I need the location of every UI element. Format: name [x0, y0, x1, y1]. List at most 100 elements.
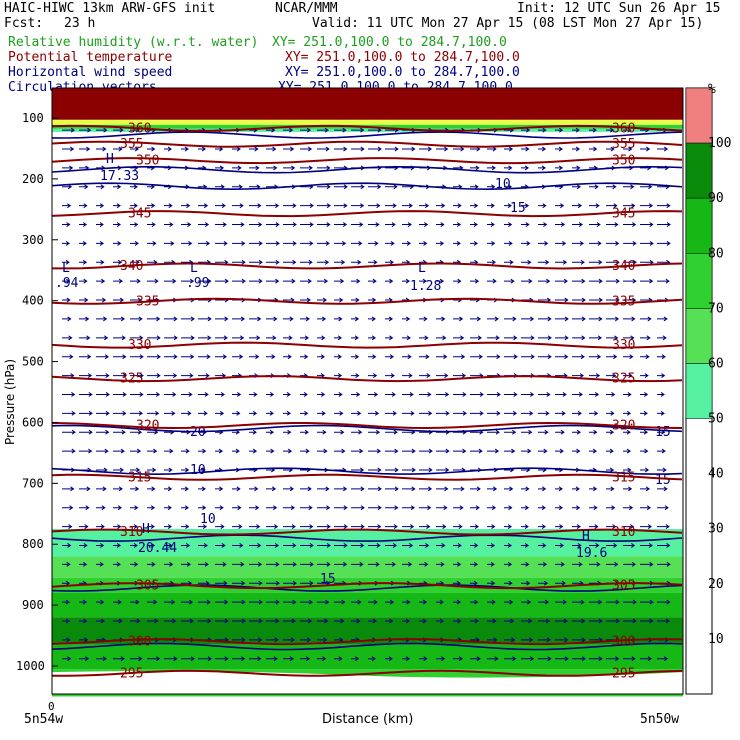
vector-arrow	[606, 429, 615, 435]
vector-arrow	[130, 599, 140, 605]
vector-arrow	[351, 543, 365, 548]
vector-arrow	[623, 354, 634, 360]
vector-arrow	[249, 259, 263, 265]
vector-arrow	[164, 543, 173, 548]
vector-arrow	[164, 486, 173, 492]
theta-label-360: 360	[612, 121, 635, 136]
vector-arrow	[181, 241, 193, 246]
theta-label-295: 295	[120, 666, 143, 681]
vector-arrow	[351, 656, 360, 662]
vector-arrow	[215, 656, 229, 662]
vector-arrow	[232, 599, 246, 605]
vector-arrow	[623, 127, 632, 133]
vector-arrow	[300, 259, 313, 265]
colorbar-swatch	[685, 253, 713, 309]
wind-contour	[51, 165, 683, 174]
vector-arrow	[334, 618, 345, 624]
theta-label-340: 340	[612, 259, 635, 274]
y-tick-label: 300	[22, 233, 44, 247]
vector-arrow	[402, 543, 414, 548]
vector-arrow	[317, 543, 331, 548]
vector-arrow	[402, 392, 414, 397]
vector-arrow	[283, 241, 297, 246]
vector-arrow	[657, 524, 670, 529]
vector-arrow	[317, 297, 328, 303]
vector-arrow	[504, 278, 515, 284]
theta-label-335: 335	[612, 294, 635, 309]
legend-rh-field: Relative humidity (w.r.t. water)	[8, 35, 259, 50]
vector-arrow	[453, 524, 463, 529]
vector-arrow	[504, 618, 515, 624]
vector-arrow	[198, 222, 210, 227]
extremum-value: 17.33	[100, 169, 139, 184]
vector-arrow	[368, 297, 377, 303]
rh-fill-band	[52, 556, 683, 578]
vector-arrow	[487, 561, 495, 567]
vector-arrow	[538, 392, 551, 397]
vector-arrow	[538, 656, 552, 662]
theta-label-350: 350	[136, 154, 159, 169]
vector-arrow	[657, 146, 669, 152]
vector-arrow	[181, 335, 195, 341]
vector-arrow	[147, 448, 158, 454]
vector-arrow	[504, 448, 516, 454]
vector-arrow	[368, 656, 376, 662]
theta-label-355: 355	[612, 137, 635, 152]
vector-arrow	[113, 561, 121, 567]
vector-arrow	[521, 146, 530, 152]
vector-arrow	[623, 297, 637, 303]
vector-arrow	[334, 429, 345, 435]
vector-arrow	[96, 429, 110, 435]
vector-arrow	[164, 335, 178, 341]
legend-wind-xy: XY= 251.0,100.0 to 284.7,100.0	[285, 65, 520, 80]
vector-arrow	[317, 203, 331, 209]
vector-arrow	[249, 618, 263, 624]
vector-arrow	[96, 297, 107, 303]
vector-arrow	[351, 429, 363, 435]
legend-rh-xy: XY= 251.0,100.0 to 284.7,100.0	[272, 35, 507, 50]
vector-arrow	[215, 392, 226, 397]
vector-arrow	[606, 467, 615, 473]
vector-arrow	[470, 146, 481, 152]
vector-arrow	[198, 278, 212, 284]
vector-arrow	[453, 656, 464, 662]
vector-arrow	[164, 392, 177, 397]
vector-arrow	[521, 543, 530, 548]
vector-arrow	[385, 543, 398, 548]
vector-arrow	[470, 184, 479, 190]
y-tick-label: 200	[22, 172, 44, 186]
theta-label-315: 315	[612, 470, 635, 485]
vector-arrow	[147, 278, 159, 284]
vector-arrow	[249, 486, 259, 492]
vector-arrow	[368, 184, 382, 190]
vector-arrow	[402, 599, 411, 605]
vector-arrow	[606, 448, 614, 454]
vector-arrow	[249, 278, 263, 284]
theta-label-310: 310	[612, 525, 635, 540]
vector-arrow	[164, 146, 173, 152]
vector-arrow	[402, 373, 413, 378]
vector-arrow	[504, 146, 514, 152]
vector-arrow	[623, 543, 636, 548]
vector-arrow	[317, 618, 329, 624]
vector-arrow	[521, 448, 532, 454]
vector-arrow	[181, 524, 190, 529]
vector-arrow	[113, 241, 122, 246]
vector-arrow	[538, 259, 550, 265]
vector-arrow	[572, 373, 585, 378]
vector-arrow	[504, 561, 513, 567]
vector-arrow	[640, 184, 653, 190]
vector-arrow	[79, 656, 90, 662]
vector-arrow	[317, 146, 330, 152]
vector-arrow	[589, 146, 598, 152]
vector-arrow	[657, 335, 667, 341]
vector-arrow	[300, 222, 314, 227]
vector-arrow	[657, 467, 667, 473]
vector-arrow	[283, 656, 294, 662]
vector-arrow	[266, 486, 277, 492]
vector-arrow	[538, 524, 547, 529]
vector-arrow	[130, 392, 144, 397]
theta-label-325: 325	[120, 372, 143, 387]
vector-arrow	[368, 127, 382, 133]
vector-arrow	[113, 259, 123, 265]
